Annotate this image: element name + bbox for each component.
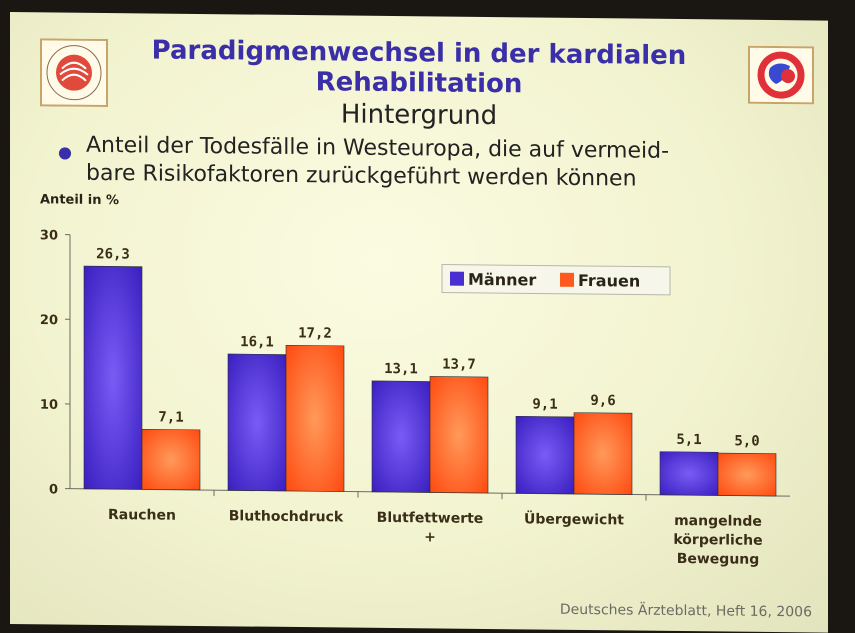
bar-maenner xyxy=(516,416,574,494)
y-tick-label: 10 xyxy=(40,398,58,413)
legend-swatch-frauen xyxy=(560,273,574,287)
data-label: 9,6 xyxy=(590,393,615,409)
category-label: + xyxy=(424,529,436,545)
bar-chart: 0 10 20 30 Rauchen Bluthochdruck Blutfettwerte… xyxy=(10,12,828,633)
source-citation: Deutsches Ärzteblatt, Heft 16, 2006 xyxy=(560,602,812,621)
bar-frauen xyxy=(286,345,344,491)
data-label: 5,1 xyxy=(676,432,701,448)
legend-label-frauen: Frauen xyxy=(578,271,640,291)
bar-maenner xyxy=(372,381,430,493)
data-label: 7,1 xyxy=(158,409,183,425)
y-tick-label: 20 xyxy=(40,313,58,328)
category-label: Bluthochdruck xyxy=(229,508,344,525)
bar-frauen xyxy=(574,413,632,495)
data-label: 9,1 xyxy=(532,396,557,412)
legend-swatch-maenner xyxy=(450,272,464,286)
data-label: 13,1 xyxy=(384,361,418,377)
category-label: Übergewicht xyxy=(524,509,624,528)
data-label: 17,2 xyxy=(298,325,332,341)
category-label: Rauchen xyxy=(108,507,176,524)
bar-frauen xyxy=(718,453,776,496)
bar-maenner xyxy=(228,354,286,491)
legend-label-maenner: Männer xyxy=(468,270,536,290)
bar-maenner xyxy=(84,266,142,489)
category-label: Blutfettwerte xyxy=(377,510,484,527)
data-label: 5,0 xyxy=(734,433,759,449)
y-tick-label: 0 xyxy=(49,482,58,497)
data-label: 13,7 xyxy=(442,357,476,373)
data-label: 26,3 xyxy=(96,246,130,262)
bar-frauen xyxy=(142,429,200,490)
category-label: Bewegung xyxy=(677,551,760,568)
category-label: mangelnde xyxy=(674,513,762,530)
y-tick-label: 30 xyxy=(40,228,58,243)
data-label: 16,1 xyxy=(240,334,274,350)
bar-frauen xyxy=(430,376,488,493)
category-label: körperliche xyxy=(673,532,762,549)
bar-maenner xyxy=(660,452,718,496)
slide: Paradigmenwechsel in der kardialen Rehab… xyxy=(10,12,828,633)
